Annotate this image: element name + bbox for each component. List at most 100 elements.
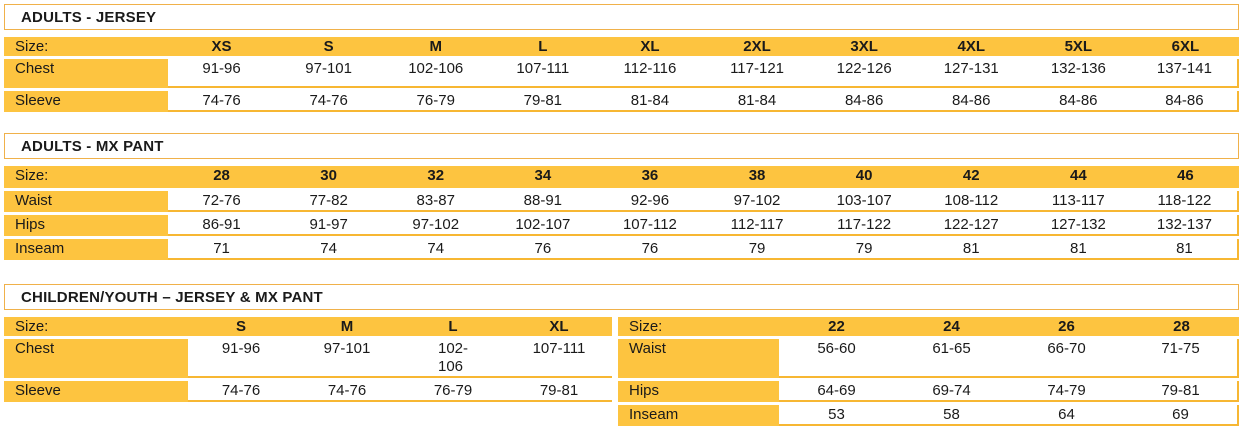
size-header-cell: 36	[596, 166, 704, 188]
size-table-children-jersey: Size: S M L XL Chest 91-96 97-101 102- 1…	[4, 317, 612, 402]
value-cell: 107-111	[489, 59, 597, 88]
value-cell: 122-126	[810, 59, 918, 88]
size-header-cell: 5XL	[1024, 37, 1132, 56]
value-cell: 72-76	[168, 191, 276, 212]
size-header-cell: M	[294, 317, 400, 336]
size-header-cell: S	[188, 317, 294, 336]
row-label-cell: Inseam	[618, 405, 779, 426]
size-table-adults-mx-pant: Size: 28 30 32 34 36 38 40 42 44 46 Wais…	[4, 166, 1239, 260]
value-cell: 74	[382, 239, 490, 260]
value-cell: 61-65	[894, 339, 1009, 378]
size-header-cell: 2XL	[703, 37, 811, 56]
section-title: ADULTS - MX PANT	[21, 137, 164, 155]
size-header-cell: 4XL	[917, 37, 1025, 56]
size-header-cell: 22	[779, 317, 894, 336]
section-title-box: CHILDREN/YOUTH – JERSEY & MX PANT	[4, 284, 1239, 310]
size-header-cell: 34	[489, 166, 597, 188]
value-cell: 108-112	[917, 191, 1025, 212]
value-cell: 92-96	[596, 191, 704, 212]
size-label-cell: Size:	[4, 317, 188, 336]
size-header-cell: L	[489, 37, 597, 56]
value-cell: 56-60	[779, 339, 894, 378]
value-cell: 97-102	[703, 191, 811, 212]
value-cell: 137-141	[1131, 59, 1239, 88]
value-cell: 97-101	[275, 59, 383, 88]
value-cell: 81-84	[703, 91, 811, 112]
value-cell: 69-74	[894, 381, 1009, 402]
size-header-cell: S	[275, 37, 383, 56]
value-cell: 81-84	[596, 91, 704, 112]
value-cell: 102-106	[382, 59, 490, 88]
size-header-cell: 40	[810, 166, 918, 188]
size-label-cell: Size:	[4, 166, 168, 188]
size-header-cell: 6XL	[1131, 37, 1239, 56]
size-header-cell: 42	[917, 166, 1025, 188]
value-cell: 84-86	[917, 91, 1025, 112]
value-cell: 97-102	[382, 215, 490, 236]
value-cell: 84-86	[810, 91, 918, 112]
size-header-cell: 30	[275, 166, 383, 188]
row-label-cell: Waist	[4, 191, 168, 212]
value-cell: 76-79	[400, 381, 506, 402]
section-title: ADULTS - JERSEY	[21, 8, 157, 26]
row-label-cell: Chest	[4, 339, 188, 378]
value-cell: 79	[810, 239, 918, 260]
value-cell: 84-86	[1131, 91, 1239, 112]
row-label-cell: Hips	[4, 215, 168, 236]
size-label-cell: Size:	[4, 37, 168, 56]
value-cell: 81	[1131, 239, 1239, 260]
size-header-cell: 28	[1124, 317, 1239, 336]
value-cell: 79-81	[1124, 381, 1239, 402]
value-cell: 74-76	[188, 381, 294, 402]
size-table-adults-jersey: Size: XS S M L XL 2XL 3XL 4XL 5XL 6XL Ch…	[4, 37, 1239, 112]
row-label-cell: Inseam	[4, 239, 168, 260]
value-cell: 77-82	[275, 191, 383, 212]
value-cell: 91-96	[188, 339, 294, 378]
children-tables: Size: S M L XL Chest 91-96 97-101 102- 1…	[4, 317, 1239, 426]
value-cell: 74	[275, 239, 383, 260]
value-cell: 76	[489, 239, 597, 260]
value-cell: 132-137	[1131, 215, 1239, 236]
size-table-children-mx-pant: Size: 22 24 26 28 Waist 56-60 61-65 66-7…	[618, 317, 1239, 426]
value-cell: 127-131	[917, 59, 1025, 88]
row-label-cell: Sleeve	[4, 381, 188, 402]
size-header-cell: 38	[703, 166, 811, 188]
value-cell: 74-76	[294, 381, 400, 402]
row-label-cell: Hips	[618, 381, 779, 402]
value-cell: 84-86	[1024, 91, 1132, 112]
value-cell: 81	[917, 239, 1025, 260]
size-header-cell: XS	[168, 37, 276, 56]
value-cell: 79-81	[489, 91, 597, 112]
row-label-cell: Sleeve	[4, 91, 168, 112]
value-cell: 102- 106	[400, 339, 506, 378]
value-cell: 64-69	[779, 381, 894, 402]
value-cell: 107-111	[506, 339, 612, 378]
section-title-box: ADULTS - MX PANT	[4, 133, 1239, 159]
value-cell: 103-107	[810, 191, 918, 212]
size-header-cell: XL	[506, 317, 612, 336]
value-cell: 117-122	[810, 215, 918, 236]
value-cell: 76	[596, 239, 704, 260]
value-cell: 118-122	[1131, 191, 1239, 212]
section-adults-jersey: ADULTS - JERSEY Size: XS S M L XL 2XL 3X…	[4, 4, 1239, 112]
section-children-youth: CHILDREN/YOUTH – JERSEY & MX PANT Size: …	[4, 284, 1239, 426]
value-cell: 74-76	[275, 91, 383, 112]
value-cell: 113-117	[1024, 191, 1132, 212]
section-title: CHILDREN/YOUTH – JERSEY & MX PANT	[21, 288, 323, 306]
value-cell: 112-117	[703, 215, 811, 236]
value-cell: 79-81	[506, 381, 612, 402]
value-cell: 122-127	[917, 215, 1025, 236]
value-cell: 83-87	[382, 191, 490, 212]
value-cell: 107-112	[596, 215, 704, 236]
size-header-cell: 24	[894, 317, 1009, 336]
value-cell: 112-116	[596, 59, 704, 88]
value-cell: 102-107	[489, 215, 597, 236]
value-cell: 74-76	[168, 91, 276, 112]
value-cell: 132-136	[1024, 59, 1132, 88]
value-cell: 86-91	[168, 215, 276, 236]
size-header-cell: 46	[1131, 166, 1239, 188]
section-title-box: ADULTS - JERSEY	[4, 4, 1239, 30]
row-label-cell: Waist	[618, 339, 779, 378]
size-header-cell: 32	[382, 166, 490, 188]
section-adults-mx-pant: ADULTS - MX PANT Size: 28 30 32 34 36 38…	[4, 133, 1239, 260]
